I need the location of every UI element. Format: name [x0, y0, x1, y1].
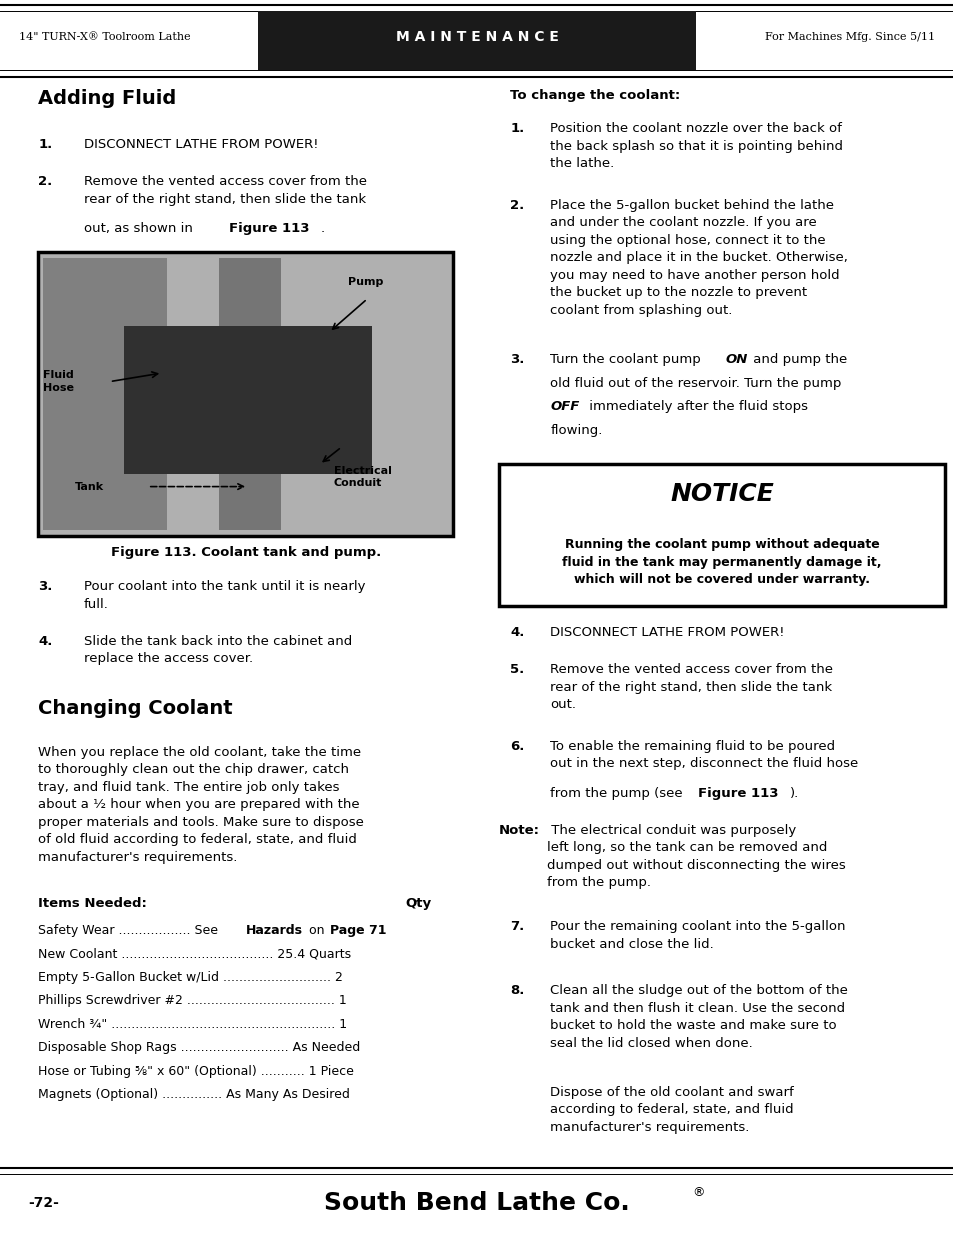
Text: Turn the coolant pump: Turn the coolant pump: [550, 353, 704, 367]
Text: Clean all the sludge out of the bottom of the
tank and then flush it clean. Use : Clean all the sludge out of the bottom o…: [550, 984, 847, 1050]
Text: Fluid
Hose: Fluid Hose: [43, 370, 73, 393]
Text: When you replace the old coolant, take the time
to thoroughly clean out the chip: When you replace the old coolant, take t…: [38, 746, 364, 864]
Text: Pour the remaining coolant into the 5-gallon
bucket and close the lid.: Pour the remaining coolant into the 5-ga…: [550, 920, 845, 951]
Text: Wrench ¾" ........................................................ 1: Wrench ¾" ..............................…: [38, 1018, 347, 1031]
Text: Hose or Tubing ⅝" x 60" (Optional) ........... 1 Piece: Hose or Tubing ⅝" x 60" (Optional) .....…: [38, 1065, 354, 1078]
Text: old fluid out of the reservoir. Turn the pump: old fluid out of the reservoir. Turn the…: [550, 377, 841, 390]
Text: Page 71: Page 71: [330, 924, 386, 937]
Text: Adding Fluid: Adding Fluid: [38, 89, 176, 107]
Text: Dispose of the old coolant and swarf
according to federal, state, and fluid
manu: Dispose of the old coolant and swarf acc…: [550, 1086, 794, 1134]
Text: 5.: 5.: [510, 663, 524, 677]
Text: Qty: Qty: [405, 897, 431, 910]
Text: 1.: 1.: [510, 122, 524, 136]
Text: Place the 5-gallon bucket behind the lathe
and under the coolant nozzle. If you : Place the 5-gallon bucket behind the lat…: [550, 199, 847, 317]
Text: Running the coolant pump without adequate
fluid in the tank may permanently dama: Running the coolant pump without adequat…: [562, 538, 881, 587]
Text: Position the coolant nozzle over the back of
the back splash so that it is point: Position the coolant nozzle over the bac…: [550, 122, 842, 170]
Text: M A I N T E N A N C E: M A I N T E N A N C E: [395, 30, 558, 44]
Text: Tank: Tank: [74, 482, 104, 492]
Text: Empty 5-Gallon Bucket w/Lid ........................... 2: Empty 5-Gallon Bucket w/Lid ............…: [38, 971, 343, 984]
Text: NOTICE: NOTICE: [670, 482, 773, 506]
Text: flowing.: flowing.: [550, 424, 602, 437]
Text: 3.: 3.: [510, 353, 524, 367]
Bar: [124, 326, 372, 474]
Text: Figure 113: Figure 113: [229, 222, 309, 236]
Text: Electrical
Conduit: Electrical Conduit: [334, 466, 392, 488]
Text: 1.: 1.: [38, 138, 52, 152]
Text: from the pump (see: from the pump (see: [550, 787, 686, 800]
Text: Remove the vented access cover from the
rear of the right stand, then slide the : Remove the vented access cover from the …: [550, 663, 833, 711]
Text: Figure 113: Figure 113: [698, 787, 778, 800]
Text: To change the coolant:: To change the coolant:: [510, 89, 679, 103]
Text: New Coolant ...................................... 25.4 Quarts: New Coolant ............................…: [38, 947, 351, 961]
Text: 2.: 2.: [38, 175, 52, 189]
Text: -72-: -72-: [29, 1195, 59, 1210]
Bar: [219, 258, 281, 530]
Text: and pump the: and pump the: [748, 353, 846, 367]
Text: immediately after the fluid stops: immediately after the fluid stops: [584, 400, 807, 414]
Text: For Machines Mfg. Since 5/11: For Machines Mfg. Since 5/11: [764, 32, 934, 42]
Text: on: on: [305, 924, 329, 937]
Text: Figure 113. Coolant tank and pump.: Figure 113. Coolant tank and pump.: [111, 546, 380, 559]
Text: ON: ON: [724, 353, 746, 367]
Text: 6.: 6.: [510, 740, 524, 753]
Text: Hazards: Hazards: [246, 924, 303, 937]
Text: Remove the vented access cover from the
rear of the right stand, then slide the : Remove the vented access cover from the …: [84, 175, 367, 206]
Bar: [498, 464, 944, 606]
Text: 3.: 3.: [38, 580, 52, 594]
Text: Disposable Shop Rags ........................... As Needed: Disposable Shop Rags ...................…: [38, 1041, 360, 1055]
Bar: [257, 11, 696, 70]
Text: Slide the tank back into the cabinet and
replace the access cover.: Slide the tank back into the cabinet and…: [84, 635, 352, 666]
Text: To enable the remaining fluid to be poured
out in the next step, disconnect the : To enable the remaining fluid to be pour…: [550, 740, 858, 771]
Text: Changing Coolant: Changing Coolant: [38, 699, 233, 718]
Text: 4.: 4.: [510, 626, 524, 640]
Text: Pour coolant into the tank until it is nearly
full.: Pour coolant into the tank until it is n…: [84, 580, 365, 611]
Bar: [38, 252, 453, 536]
Text: Magnets (Optional) ............... As Many As Desired: Magnets (Optional) ............... As Ma…: [38, 1088, 350, 1102]
Text: ).: ).: [789, 787, 799, 800]
Text: 4.: 4.: [38, 635, 52, 648]
Text: DISCONNECT LATHE FROM POWER!: DISCONNECT LATHE FROM POWER!: [84, 138, 318, 152]
Text: Phillips Screwdriver #2 ..................................... 1: Phillips Screwdriver #2 ................…: [38, 994, 347, 1008]
Text: 2.: 2.: [510, 199, 524, 212]
Text: out, as shown in: out, as shown in: [84, 222, 197, 236]
Text: Items Needed:: Items Needed:: [38, 897, 147, 910]
Text: ®: ®: [692, 1187, 704, 1199]
Text: Pump: Pump: [348, 277, 383, 287]
Text: The electrical conduit was purposely
left long, so the tank can be removed and
d: The electrical conduit was purposely lef…: [546, 824, 844, 889]
Bar: [43, 258, 167, 530]
Text: 8.: 8.: [510, 984, 524, 998]
Text: 14" TURN-X® Toolroom Lathe: 14" TURN-X® Toolroom Lathe: [19, 32, 191, 42]
Text: South Bend Lathe Co.: South Bend Lathe Co.: [324, 1191, 629, 1215]
Text: DISCONNECT LATHE FROM POWER!: DISCONNECT LATHE FROM POWER!: [550, 626, 784, 640]
Text: 7.: 7.: [510, 920, 524, 934]
Text: Note:: Note:: [498, 824, 539, 837]
Text: .: .: [320, 222, 324, 236]
Text: OFF: OFF: [550, 400, 579, 414]
Text: Safety Wear .................. See: Safety Wear .................. See: [38, 924, 222, 937]
